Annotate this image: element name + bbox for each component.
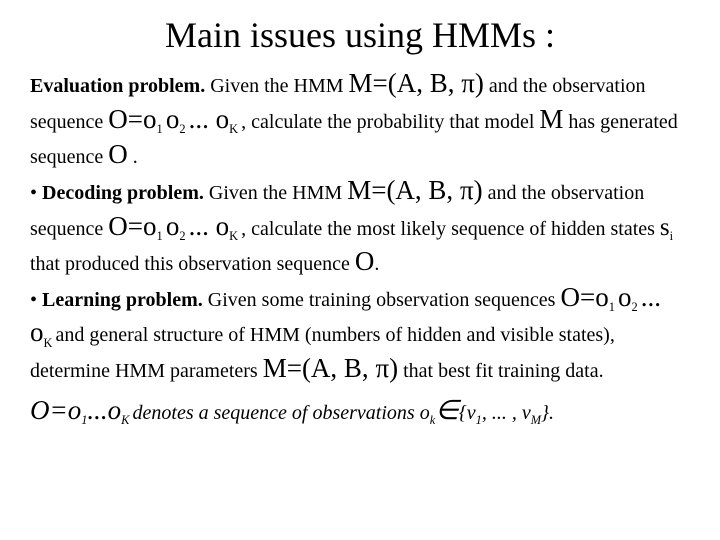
t: }. [541,402,554,424]
sub: 1 [81,413,87,427]
t: denotes a sequence of observations o [133,402,430,424]
t: O=o [108,211,156,241]
t: ...o [87,395,121,425]
eval-label: Evaluation problem. [30,75,205,97]
t: Given the HMM [205,75,348,97]
decoding-label: Decoding problem. [42,182,204,204]
bullet: • [30,182,42,204]
sub: K [229,229,241,243]
t: M=(A, B, [263,353,376,383]
pi-symbol: π [461,68,475,98]
bullet: • [30,289,42,311]
pi-symbol: π [375,353,389,383]
decoding-paragraph: • Decoding problem. Given the HMM M=(A, … [30,173,690,280]
sub: k [430,413,436,427]
t: , ... , v [482,402,531,424]
t: Given the HMM [204,182,347,204]
t: ) [389,353,398,383]
element-of-icon: ∈ [435,395,459,425]
sub: 1 [476,413,482,427]
sub: 1 [157,229,166,243]
t: ) [475,68,484,98]
t: that best fit training data. [398,360,604,382]
sub: 1 [157,122,166,136]
t: M=(A, B, [347,175,460,205]
pi-symbol: π [460,175,474,205]
t: ... o [189,211,230,241]
t: Given some training observation sequence… [203,289,561,311]
t: O=o [560,282,608,312]
t: ) [474,175,483,205]
evaluation-paragraph: Evaluation problem. Given the HMM M=(A, … [30,66,690,173]
slide-title: Main issues using HMMs : [30,14,690,56]
t: . [128,146,138,168]
t: O [108,139,128,169]
t: , calculate the most likely sequence of … [241,218,660,240]
t: o [618,282,632,312]
t: , calculate the probability that model [241,111,539,133]
sub: K [44,336,56,350]
sub: 2 [179,122,188,136]
sub: 2 [179,229,188,243]
t: {v [459,402,476,424]
learning-label: Learning problem. [42,289,203,311]
t: that produced this observation sequence [30,253,355,275]
footer-note: O=o1...oK denotes a sequence of observat… [30,393,690,429]
t: ... o [189,104,230,134]
learning-paragraph: • Learning problem. Given some training … [30,280,690,387]
t: o [166,211,180,241]
t: o [166,104,180,134]
sub: K [229,122,241,136]
t: O=o [30,395,81,425]
sub: 1 [609,300,618,314]
t: s [660,214,670,241]
sub: M [531,413,541,427]
t: O [355,246,375,276]
sub: 2 [632,300,641,314]
t: M [539,104,563,134]
t: O=o [108,104,156,134]
t: M=(A, B, [349,68,462,98]
t: . [374,253,379,275]
sub: K [121,413,132,427]
sub: i [670,229,673,243]
